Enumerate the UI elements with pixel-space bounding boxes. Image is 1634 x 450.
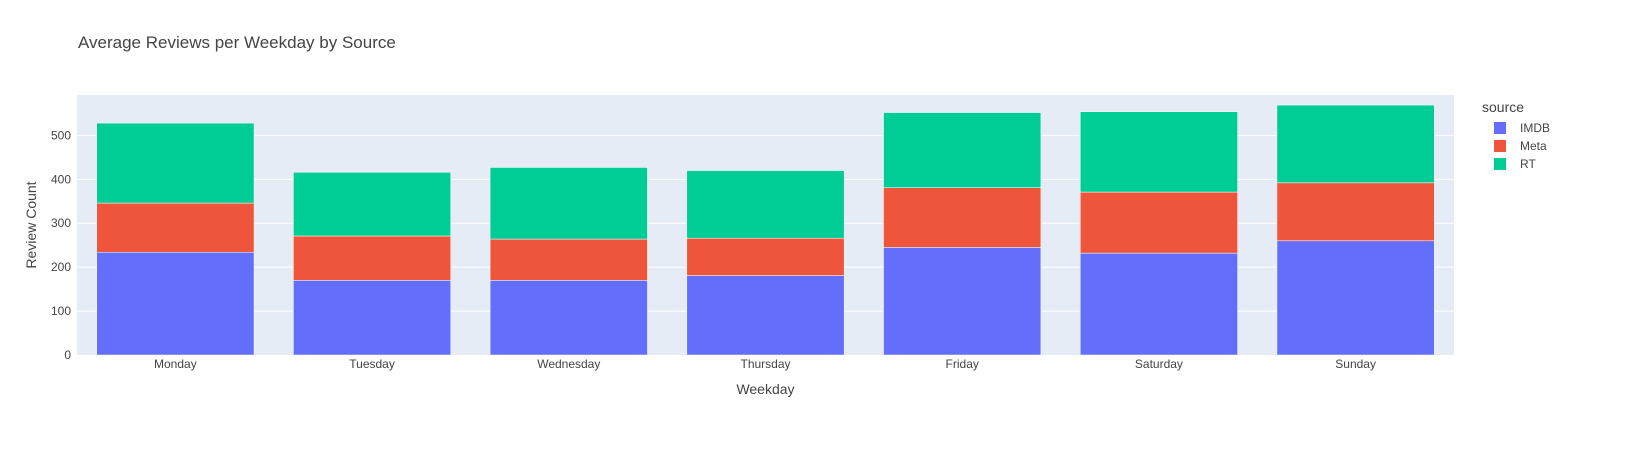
- x-tick-label: Tuesday: [349, 357, 395, 371]
- bar-imdb-friday: [883, 247, 1042, 356]
- y-tick-label: 300: [51, 216, 71, 230]
- legend: source IMDB Meta RT: [1482, 99, 1550, 171]
- bar-meta-tuesday: [293, 235, 452, 281]
- bar-imdb-saturday: [1079, 252, 1238, 356]
- legend-swatch-imdb: [1494, 122, 1506, 134]
- y-axis-title: Review Count: [23, 181, 39, 268]
- legend-swatch-rt: [1494, 158, 1506, 170]
- bar-rt-monday: [96, 122, 255, 204]
- bars: [96, 104, 1435, 356]
- y-tick-label: 500: [51, 128, 71, 142]
- bar-meta-thursday: [686, 237, 845, 276]
- chart-title: Average Reviews per Weekday by Source: [78, 33, 396, 52]
- x-tick-label: Friday: [946, 357, 979, 371]
- y-tick-label: 400: [51, 172, 71, 186]
- bar-meta-sunday: [1276, 182, 1435, 242]
- bar-rt-tuesday: [293, 172, 452, 237]
- legend-label: RT: [1520, 157, 1536, 171]
- bar-imdb-tuesday: [293, 280, 452, 356]
- x-axis-title: Weekday: [736, 381, 794, 397]
- y-tick-label: 0: [64, 348, 71, 362]
- bar-imdb-monday: [96, 251, 255, 356]
- bar-rt-saturday: [1079, 111, 1238, 193]
- bar-meta-friday: [883, 187, 1042, 248]
- bar-meta-saturday: [1079, 191, 1238, 254]
- legend-swatch-meta: [1494, 140, 1506, 152]
- y-axis-ticks: 0 100 200 300 400 500: [51, 128, 71, 362]
- legend-label: Meta: [1520, 139, 1547, 153]
- bar-imdb-sunday: [1276, 240, 1435, 356]
- x-tick-label: Wednesday: [537, 357, 600, 371]
- y-tick-label: 200: [51, 260, 71, 274]
- bar-rt-friday: [883, 112, 1042, 188]
- bar-meta-wednesday: [489, 238, 648, 281]
- x-tick-label: Saturday: [1135, 357, 1183, 371]
- bar-imdb-wednesday: [489, 280, 648, 356]
- x-tick-label: Thursday: [740, 357, 790, 371]
- bar-rt-sunday: [1276, 104, 1435, 184]
- legend-title: source: [1482, 99, 1524, 115]
- bar-meta-monday: [96, 202, 255, 253]
- legend-label: IMDB: [1520, 121, 1550, 135]
- x-tick-label: Sunday: [1335, 357, 1376, 371]
- bar-rt-thursday: [686, 170, 845, 239]
- x-tick-label: Monday: [154, 357, 197, 371]
- bar-rt-wednesday: [489, 167, 648, 240]
- y-tick-label: 100: [51, 304, 71, 318]
- bar-imdb-thursday: [686, 275, 845, 356]
- x-axis-ticks: Monday Tuesday Wednesday Thursday Friday Satu…: [154, 357, 1376, 371]
